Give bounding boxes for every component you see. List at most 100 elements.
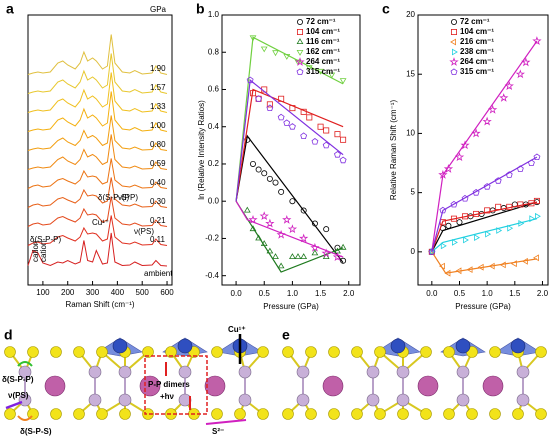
marker: [260, 46, 268, 53]
sulfur-atom: [4, 346, 16, 358]
sulfur-atom: [96, 346, 108, 358]
marker: [249, 35, 257, 42]
marker: [445, 222, 452, 229]
marker: [266, 247, 274, 254]
marker: [288, 123, 296, 130]
sulfur-atom: [535, 408, 547, 420]
sulfur-atom: [50, 408, 62, 420]
marker: [255, 234, 262, 241]
marker: [444, 269, 451, 277]
spectrum: [27, 232, 168, 267]
marker: [317, 123, 324, 130]
marker: [244, 136, 251, 143]
panel-label: b: [196, 1, 205, 17]
legend-marker: [450, 38, 457, 46]
marker: [287, 224, 298, 234]
sulfur-atom: [165, 346, 177, 358]
arrow: [5, 400, 23, 410]
phosphorus-atom: [238, 393, 252, 407]
marker: [266, 104, 274, 111]
marker: [535, 212, 541, 220]
marker: [294, 253, 302, 260]
marker: [323, 226, 330, 233]
panel-label: c: [382, 1, 390, 17]
x-tick-label: 1.5: [315, 289, 327, 298]
marker: [311, 220, 318, 227]
marker: [488, 104, 498, 114]
marker: [265, 218, 275, 228]
marker: [463, 236, 469, 244]
marker: [484, 207, 491, 214]
structure-label: +hν: [160, 392, 175, 401]
marker: [294, 59, 302, 66]
legend-label: 216 cm⁻¹: [460, 37, 494, 46]
panel-label: e: [282, 327, 290, 343]
marker: [507, 224, 514, 232]
marker: [510, 260, 517, 268]
marker: [278, 95, 285, 102]
marker: [473, 210, 480, 217]
legend-label: 1.90: [150, 64, 166, 73]
phosphorus-atom: [88, 365, 102, 379]
y-tick-label: -0.4: [205, 271, 219, 280]
marker: [340, 136, 347, 143]
legend-label: 116 cm⁻¹: [306, 37, 340, 46]
annotation: Cu¹⁺: [92, 218, 109, 227]
copper-atom: [177, 338, 193, 354]
phosphorus-atom: [396, 365, 410, 379]
marker: [443, 164, 454, 173]
legend-marker: [296, 38, 304, 44]
cation-atom: [482, 375, 504, 397]
marker: [527, 159, 535, 167]
sulfur-atom: [50, 346, 62, 358]
highlight-box: [144, 355, 208, 415]
marker: [482, 116, 492, 126]
marker: [454, 152, 465, 162]
marker: [450, 200, 458, 208]
y-tick-label: 10: [406, 129, 415, 138]
marker: [300, 108, 307, 115]
marker: [282, 214, 292, 224]
marker: [311, 138, 319, 145]
cation-atom: [204, 375, 226, 397]
x-tick-label: 1.0: [482, 289, 494, 298]
marker: [272, 179, 279, 186]
marker: [289, 105, 296, 112]
marker: [460, 140, 470, 150]
marker: [505, 171, 513, 178]
legend-label: 315 cm⁻¹: [306, 67, 340, 76]
marker: [249, 160, 256, 167]
sulfur-atom: [142, 408, 154, 420]
x-tick-label: 0.0: [426, 289, 438, 298]
marker: [277, 262, 285, 269]
plot-frame: [221, 14, 361, 286]
sulfur-atom: [257, 346, 269, 358]
structure-label: δ(S-P-P): [2, 375, 34, 384]
legend-marker: [296, 50, 304, 56]
marker: [299, 233, 309, 243]
structure-label: Cu¹⁺: [228, 325, 246, 334]
marker: [310, 242, 320, 252]
sulfur-atom: [305, 346, 317, 358]
legend-label: 264 cm⁻¹: [460, 57, 494, 66]
fit-line: [431, 40, 538, 252]
legend-label: 264 cm⁻¹: [306, 57, 340, 66]
marker: [515, 69, 525, 79]
arrow: [17, 415, 33, 421]
fit-line: [235, 79, 344, 202]
phosphorus-atom: [366, 365, 380, 379]
legend-marker: [296, 28, 303, 35]
legend-label: 0.59: [150, 159, 166, 168]
y-tick-label: 5: [411, 188, 416, 197]
marker: [440, 242, 447, 250]
structure-label: δ(S-P-S): [20, 427, 52, 436]
phosphorus-atom: [88, 393, 102, 407]
phosphorus-atom: [18, 365, 32, 379]
sulfur-atom: [420, 346, 432, 358]
x-tick-label: 200: [61, 288, 75, 297]
y-tick-label: 0.6: [208, 85, 220, 94]
phosphorus-atom: [516, 393, 530, 407]
fit-line: [235, 200, 344, 273]
spectrum: [27, 177, 168, 208]
sulfur-atom: [466, 408, 478, 420]
